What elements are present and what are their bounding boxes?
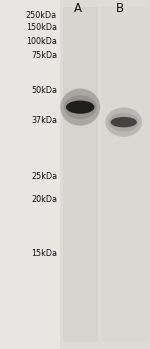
Ellipse shape	[64, 95, 97, 119]
Ellipse shape	[111, 117, 137, 127]
Ellipse shape	[105, 107, 142, 137]
Text: 20kDa: 20kDa	[31, 195, 57, 204]
Text: B: B	[116, 2, 124, 15]
Text: A: A	[74, 2, 82, 15]
Text: 25kDa: 25kDa	[31, 172, 57, 181]
Ellipse shape	[60, 89, 100, 126]
Text: 250kDa: 250kDa	[26, 11, 57, 20]
Text: 37kDa: 37kDa	[31, 116, 57, 125]
Text: 75kDa: 75kDa	[31, 51, 57, 60]
Bar	[63, 7, 98, 342]
Text: 100kDa: 100kDa	[26, 37, 57, 46]
Ellipse shape	[66, 101, 94, 114]
Text: 150kDa: 150kDa	[26, 23, 57, 32]
Bar	[102, 7, 147, 342]
Bar	[60, 0, 150, 349]
Ellipse shape	[109, 113, 139, 132]
Text: 50kDa: 50kDa	[31, 86, 57, 95]
Text: 15kDa: 15kDa	[31, 248, 57, 258]
